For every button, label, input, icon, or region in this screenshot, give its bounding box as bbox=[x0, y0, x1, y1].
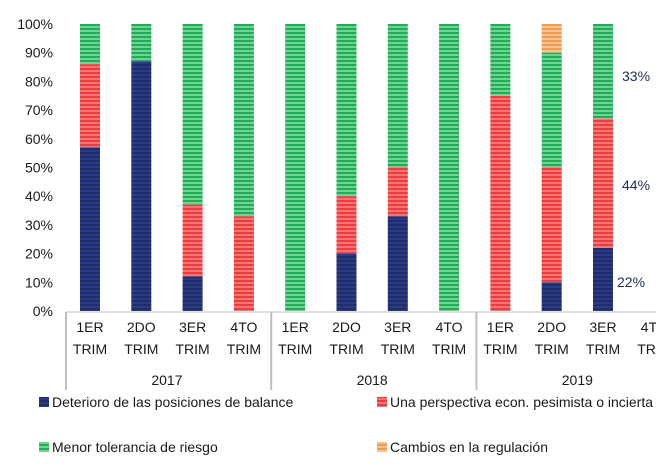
x-tick-label: TRIM bbox=[432, 341, 466, 357]
bar-segment bbox=[541, 167, 562, 283]
bar-segment bbox=[593, 118, 613, 248]
bar-segment bbox=[439, 24, 460, 311]
bar-segment bbox=[541, 282, 562, 311]
bar-segment bbox=[285, 24, 306, 311]
y-tick-label: 50% bbox=[25, 160, 53, 176]
bar-segment bbox=[387, 24, 408, 168]
x-tick-label: TRIM bbox=[535, 341, 569, 357]
annotation-label: 33% bbox=[622, 68, 650, 84]
bar-segment bbox=[541, 24, 562, 53]
legend-swatch bbox=[377, 442, 387, 452]
bars bbox=[80, 24, 613, 312]
x-group-label: 2018 bbox=[357, 372, 388, 388]
x-tick-label: 4TO bbox=[641, 319, 656, 335]
x-tick-label: TRIM bbox=[586, 341, 620, 357]
bar-segment bbox=[593, 247, 613, 311]
x-tick-label: 1ER bbox=[282, 319, 309, 335]
x-tick-label: TRIM bbox=[227, 341, 261, 357]
legend: Deterioro de las posiciones de balance U… bbox=[39, 394, 653, 455]
bar-segment bbox=[182, 276, 203, 311]
y-tick-label: 10% bbox=[25, 274, 53, 290]
x-group-label: 2019 bbox=[562, 372, 593, 388]
bar-segment bbox=[182, 24, 203, 205]
bar-segment bbox=[233, 216, 254, 311]
legend-swatch bbox=[39, 442, 49, 452]
x-tick-label: TRIM bbox=[483, 341, 517, 357]
x-tick-label: 4TO bbox=[230, 319, 257, 335]
bar-segment bbox=[131, 61, 152, 312]
x-tick-label: TRIM bbox=[637, 341, 656, 357]
bar-segment bbox=[336, 24, 357, 197]
bar-segment bbox=[490, 24, 511, 96]
x-tick-label: TRIM bbox=[124, 341, 158, 357]
x-tick-label: 1ER bbox=[487, 319, 514, 335]
legend-label: Una perspectiva econ. pesimista o incier… bbox=[390, 394, 653, 410]
y-tick-label: 70% bbox=[25, 102, 53, 118]
x-tick-label: 3ER bbox=[384, 319, 411, 335]
y-tick-label: 40% bbox=[25, 188, 53, 204]
x-tick-label: TRIM bbox=[175, 341, 209, 357]
x-group-label: 2017 bbox=[151, 372, 182, 388]
y-tick-label: 60% bbox=[25, 131, 53, 147]
y-tick-label: 100% bbox=[17, 16, 53, 32]
x-tick-label: 2DO bbox=[127, 319, 156, 335]
x-tick-label: 2DO bbox=[537, 319, 566, 335]
bar-segment bbox=[490, 95, 511, 311]
annotation-label: 22% bbox=[617, 274, 645, 290]
y-tick-label: 90% bbox=[25, 45, 53, 61]
bar-segment bbox=[182, 204, 203, 277]
bar-segment bbox=[387, 167, 408, 217]
bar-segment bbox=[80, 147, 100, 311]
annotation-label: 44% bbox=[622, 177, 650, 193]
x-tick-label: 4TO bbox=[436, 319, 463, 335]
bar-segment bbox=[80, 64, 100, 148]
y-tick-label: 20% bbox=[25, 246, 53, 262]
bar-segment bbox=[80, 24, 100, 65]
y-axis-ticks: 0% 10% 20% 30% 40% 50% 60% 70% 80% 90% 100% bbox=[17, 16, 53, 319]
legend-swatch bbox=[377, 397, 387, 407]
x-tick-label: 3ER bbox=[179, 319, 206, 335]
bar-segment bbox=[541, 52, 562, 168]
bar-segment bbox=[131, 24, 152, 62]
legend-swatch bbox=[39, 397, 49, 407]
bar-segment bbox=[336, 196, 357, 254]
x-tick-label: TRIM bbox=[329, 341, 363, 357]
legend-label: Cambios en la regulación bbox=[390, 439, 548, 455]
x-tick-label: TRIM bbox=[381, 341, 415, 357]
bar-segment bbox=[233, 24, 254, 217]
bar-segment bbox=[387, 216, 408, 311]
x-axis: 1ER TRIM 2DO TRIM 3ER TRIM 4TO TRIM 1ER TRIM 2DO TR… bbox=[65, 311, 656, 390]
legend-label: Deterioro de las posiciones de balance bbox=[52, 394, 293, 410]
legend-label: Menor tolerancia de riesgo bbox=[52, 439, 218, 455]
y-tick-label: 30% bbox=[25, 217, 53, 233]
x-tick-label: 1ER bbox=[76, 319, 103, 335]
y-tick-label: 80% bbox=[25, 73, 53, 89]
bar-segment bbox=[336, 253, 357, 311]
bar-segment bbox=[593, 24, 613, 119]
x-tick-label: 2DO bbox=[332, 319, 361, 335]
x-tick-label: TRIM bbox=[73, 341, 107, 357]
x-tick-label: TRIM bbox=[278, 341, 312, 357]
x-tick-label: 3ER bbox=[589, 319, 616, 335]
y-tick-label: 0% bbox=[33, 303, 53, 319]
